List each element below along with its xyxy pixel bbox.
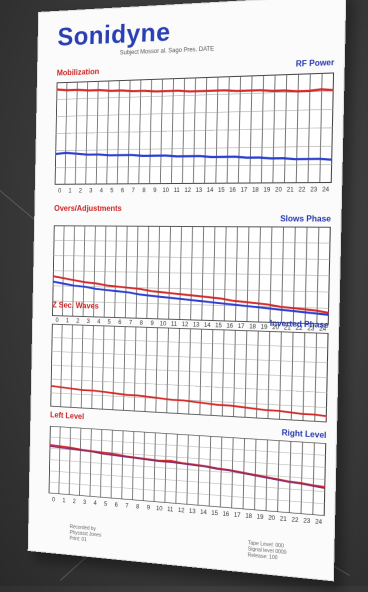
tick-label: 12 <box>178 508 185 515</box>
tick-label: 22 <box>291 517 298 524</box>
tick-label: 2 <box>79 188 82 194</box>
tick-label: 21 <box>280 516 287 523</box>
tick-label: 4 <box>93 501 96 507</box>
tick-label: 16 <box>222 512 229 519</box>
chart-sheet[interactable]: Sonidyne Subject Mossor al. Sago Pres. D… <box>28 0 347 581</box>
tick-label: 22 <box>298 187 305 193</box>
chart-panel-1: Mobilization RF Power 0 1 2 3 4 5 6 7 8 9 10 11 12 13… <box>54 58 336 204</box>
tick-label: 0 <box>52 497 55 503</box>
tick-label: 23 <box>310 187 317 193</box>
tick-label: 24 <box>322 187 329 193</box>
panel-left-label: Left Level <box>50 410 84 421</box>
tick-label: 11 <box>174 188 180 194</box>
tick-row: 0 1 2 3 4 5 6 7 8 9 10 11 12 13 14 15 16 17 18 19 20 21 22 23 24 <box>54 187 331 198</box>
tick-label: 1 <box>68 189 71 195</box>
tick-label: 23 <box>303 518 310 525</box>
tick-label: 9 <box>153 188 156 194</box>
panel-left-label: Z Sec. Waves <box>52 301 99 311</box>
tick-label: 9 <box>147 505 150 511</box>
tick-label: 12 <box>184 188 191 194</box>
tick-label: 19 <box>263 188 270 194</box>
tick-label: 18 <box>245 513 252 520</box>
tick-label: 19 <box>257 514 264 521</box>
tick-label: 0 <box>58 189 61 195</box>
panel-left-label: Overs/Adjustments <box>54 204 122 213</box>
tick-label: 20 <box>268 515 275 522</box>
panel-right-label: RF Power <box>296 58 335 69</box>
tick-label: 24 <box>315 519 322 526</box>
tick-label: 7 <box>132 188 135 194</box>
tick-label: 1 <box>62 498 65 504</box>
tick-label: 6 <box>121 188 124 194</box>
tick-label: 4 <box>100 188 103 194</box>
tick-label: 5 <box>110 188 113 194</box>
tick-label: 18 <box>252 188 259 194</box>
tick-label: 21 <box>287 187 294 193</box>
tick-label: 8 <box>136 504 139 510</box>
tick-label: 8 <box>142 188 145 194</box>
tick-label: 3 <box>89 188 92 194</box>
panel-right-label: Right Level <box>282 428 327 440</box>
chart-grid <box>50 324 328 423</box>
tick-label: 7 <box>125 503 128 509</box>
footer-right-note: Tape Level: 000 Signal level 0000 Releas… <box>248 540 287 562</box>
tick-label: 10 <box>162 188 169 194</box>
tick-label: 15 <box>218 188 225 194</box>
tick-label: 6 <box>115 503 118 509</box>
chart-grid <box>55 72 334 184</box>
panel-right-label: Slows Phase <box>280 214 331 223</box>
footer-left-note: Recorded by Physicist Jones Print: 01 <box>69 524 101 544</box>
panel-left-label: Mobilization <box>57 67 100 77</box>
tick-label: 10 <box>156 506 163 512</box>
tick-label: 16 <box>229 188 236 194</box>
tick-label: 14 <box>207 188 214 194</box>
tick-label: 13 <box>189 509 196 516</box>
tick-label: 13 <box>196 188 203 194</box>
tick-label: 17 <box>234 513 241 520</box>
tick-label: 11 <box>167 507 173 513</box>
tick-label: 20 <box>275 187 282 193</box>
tick-label: 15 <box>211 511 218 518</box>
chart-panel-3: Z Sec. Waves Inverted Phase <box>50 301 331 423</box>
tick-label: 3 <box>83 500 86 506</box>
tick-label: 5 <box>104 502 107 508</box>
tick-label: 14 <box>200 510 207 517</box>
tick-label: 2 <box>73 499 76 505</box>
panel-right-label: Inverted Phase <box>270 319 329 330</box>
tick-label: 17 <box>241 188 248 194</box>
brand-title: Sonidyne <box>57 16 171 52</box>
